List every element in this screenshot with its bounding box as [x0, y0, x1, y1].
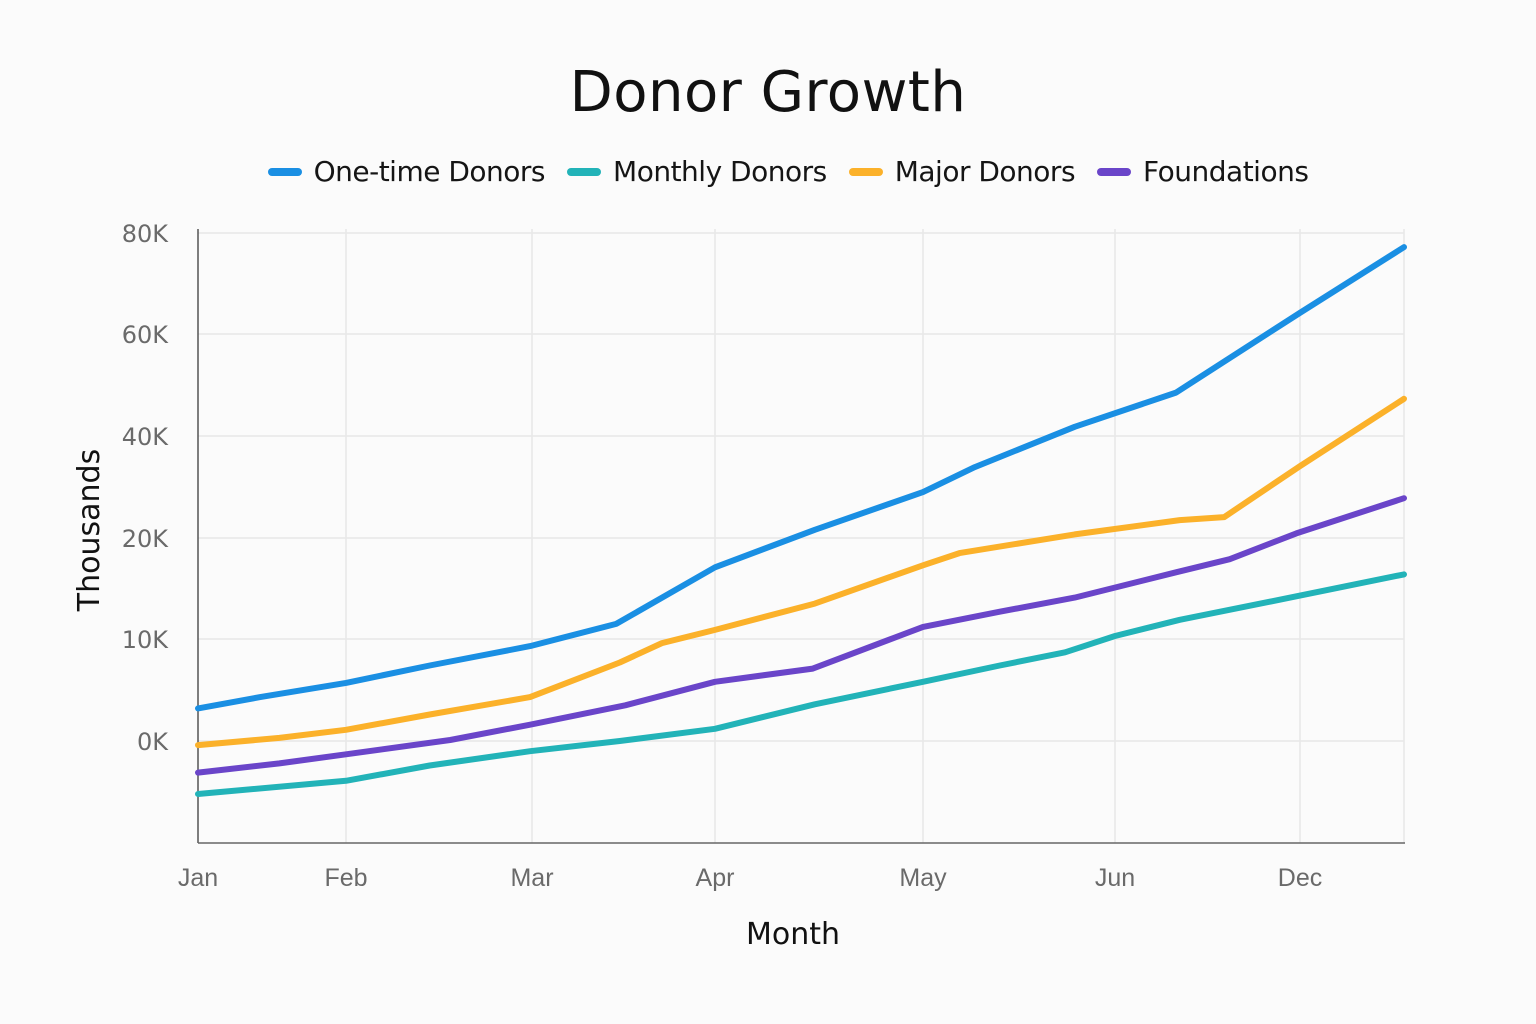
y-axis-label: Thousands [72, 449, 107, 612]
series-line-major-donors[interactable] [195, 395, 1407, 749]
x-tick-label: Jan [178, 864, 218, 892]
legend-swatch-icon [567, 167, 602, 176]
x-tick-labels: Jan Feb Mar Apr May Jun Dec [178, 864, 1322, 892]
y-tick-label: 20K [122, 525, 170, 553]
gridlines [198, 229, 1405, 843]
legend-swatch-icon [1097, 167, 1132, 176]
y-tick-label: 40K [122, 423, 170, 451]
legend-swatch-icon [848, 167, 883, 176]
x-tick-label: Apr [696, 864, 735, 892]
x-tick-label: Feb [324, 864, 367, 892]
x-tick-label: Mar [510, 864, 553, 892]
y-tick-label: 80K [122, 220, 170, 248]
axes [197, 229, 1405, 844]
legend-item-monthly-donors[interactable]: Monthly Donors [567, 155, 827, 188]
x-tick-label: Dec [1278, 864, 1322, 892]
series-lines [195, 244, 1407, 797]
legend-swatch-icon [267, 167, 302, 176]
chart-title: Donor Growth [569, 60, 967, 125]
legend-item-major-donors[interactable]: Major Donors [848, 155, 1076, 188]
x-tick-label: May [899, 864, 947, 892]
legend-label: Monthly Donors [613, 155, 827, 188]
legend-label: Foundations [1143, 155, 1309, 188]
series-line-foundations[interactable] [195, 495, 1407, 776]
series-line-one-time-donors[interactable] [195, 244, 1407, 712]
legend-label: One-time Donors [313, 155, 546, 188]
series-line-monthly-donors[interactable] [195, 571, 1407, 797]
legend-item-foundations[interactable]: Foundations [1097, 155, 1309, 188]
y-tick-label: 60K [122, 321, 170, 349]
x-tick-label: Jun [1095, 864, 1135, 892]
legend: One-time Donors Monthly Donors Major Don… [0, 155, 1536, 188]
legend-item-one-time-donors[interactable]: One-time Donors [267, 155, 546, 188]
legend-label: Major Donors [894, 155, 1076, 188]
x-axis-label: Month [746, 917, 840, 952]
y-tick-label: 0K [137, 728, 169, 756]
y-tick-label: 10K [122, 626, 170, 654]
y-tick-labels: 0K 10K 20K 40K 60K 80K [122, 220, 170, 756]
